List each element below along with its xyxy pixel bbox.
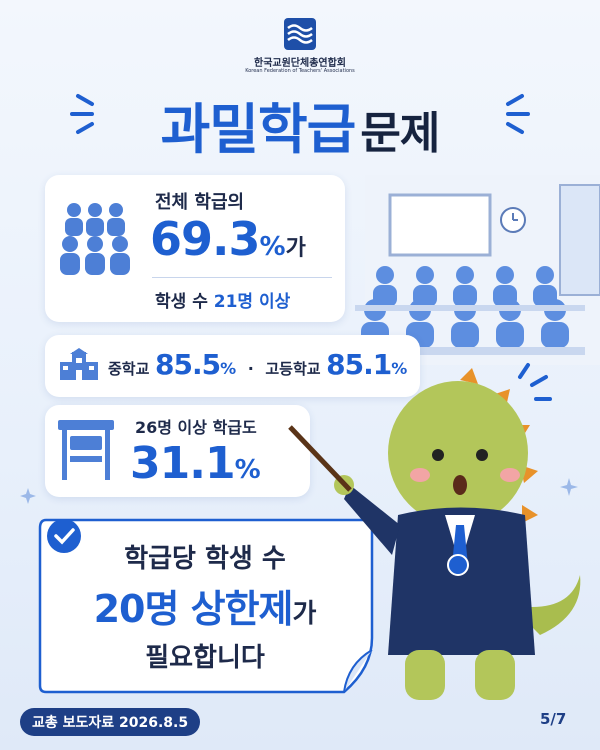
check-icon [47,519,81,553]
card-26-number: 31.1 [130,438,236,489]
title: 과밀학급 문제 [110,85,490,164]
logo-icon [284,18,316,50]
card-total-prefix: 학생 수 [155,292,208,312]
card-levels-row: 중학교 85.5% · 고등학교 85.1% [108,348,407,381]
org-english: Korean Federation of Teachers' Associati… [245,68,355,74]
card-26-unit: % [234,455,261,485]
sparkle [560,478,578,496]
card-total-unit: % [259,232,286,262]
mascot [288,363,581,700]
title-deco-right [506,94,530,134]
card-total-number: 69.3 [150,212,260,266]
card-total-highlight: 21명 [213,292,254,312]
callout-particle: 가 [292,599,317,629]
callout-line3: 필요합니다 [145,643,265,673]
separator: · [247,359,254,378]
people-icon [60,203,130,275]
level-number: 85.5 [154,348,221,381]
card-total-suffix: 이상 [259,292,291,312]
callout-highlight: 20명 상한제 [93,587,294,631]
card-total-line1: 전체 학급의 [155,192,245,213]
level-label: 중학교 [108,360,150,378]
school-icon [60,348,98,380]
level-unit: % [391,359,408,378]
title-highlight: 과밀학급 [160,98,357,161]
sparkle [20,488,36,504]
desk-icon [58,420,114,480]
callout-line2: 20명 상한제가 [40,578,370,633]
card-total-line3: 학생 수 21명 이상 [155,287,290,312]
level-label: 고등학교 [265,360,321,378]
footer-page: 5/7 [540,710,567,728]
card-total-figure: 69.3%가 [150,212,306,266]
org-korean: 한국교원단체총연합회 [254,58,346,69]
title-rest: 문제 [360,108,440,159]
card-26-figure: 31.1% [130,438,261,489]
level-unit: % [220,359,237,378]
card-levels [45,335,420,397]
divider [152,277,332,278]
footer-source: 교총 보도자료 2026.8.5 [20,708,201,736]
card-total-particle: 가 [285,236,306,261]
level-number: 85.1 [326,348,392,381]
card-26-line1: 26명 이상 학급도 [135,418,257,437]
callout-line1: 학급당 학생 수 [124,544,286,574]
title-deco-left [70,94,94,134]
